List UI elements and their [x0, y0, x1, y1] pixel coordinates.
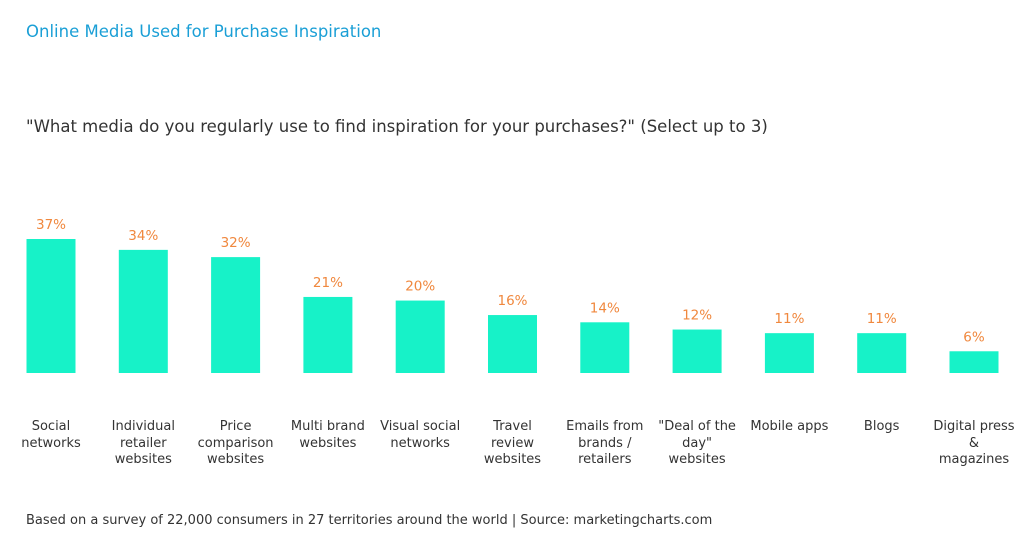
source-note: Based on a survey of 22,000 consumers in… [26, 513, 713, 528]
x-tick-label: Travel review websites [483, 419, 542, 467]
x-tick-label: Blogs [863, 419, 900, 434]
value-label: 11% [867, 311, 897, 327]
bar [118, 249, 168, 373]
value-label: 12% [682, 308, 712, 324]
bar [857, 333, 907, 373]
value-label: 16% [497, 293, 527, 309]
x-tick-label: Multi brand websites [290, 419, 365, 451]
value-label: 6% [963, 329, 985, 345]
value-label: 34% [128, 228, 158, 244]
value-label: 37% [36, 217, 66, 233]
bar [211, 257, 261, 373]
x-tick-label: Individual retailer websites [111, 419, 175, 467]
chart-title: Online Media Used for Purchase Inspirati… [26, 22, 382, 41]
x-tick-label: Price comparison websites [197, 419, 274, 467]
x-tick-label: Emails from brands / retailers [566, 419, 644, 467]
bar [303, 296, 353, 373]
bar [26, 239, 76, 373]
x-tick-label: Social networks [21, 419, 81, 451]
bar [580, 322, 630, 373]
bar [488, 315, 537, 373]
chart-subtitle: "What media do you regularly use to find… [26, 117, 768, 136]
x-tick-label: Mobile apps [750, 419, 829, 434]
x-tick-label: Visual social networks [380, 419, 461, 451]
bar [949, 351, 999, 373]
bar [395, 300, 445, 373]
x-tick-label: "Deal of the day" websites [658, 419, 736, 467]
value-label: 20% [405, 279, 435, 295]
value-label: 14% [590, 300, 620, 316]
bar [764, 333, 814, 373]
value-label: 32% [221, 235, 251, 251]
x-tick-label: Digital press & magazines [933, 419, 1015, 467]
value-label: 11% [774, 311, 804, 327]
value-label: 21% [313, 275, 343, 291]
bar [672, 329, 722, 373]
